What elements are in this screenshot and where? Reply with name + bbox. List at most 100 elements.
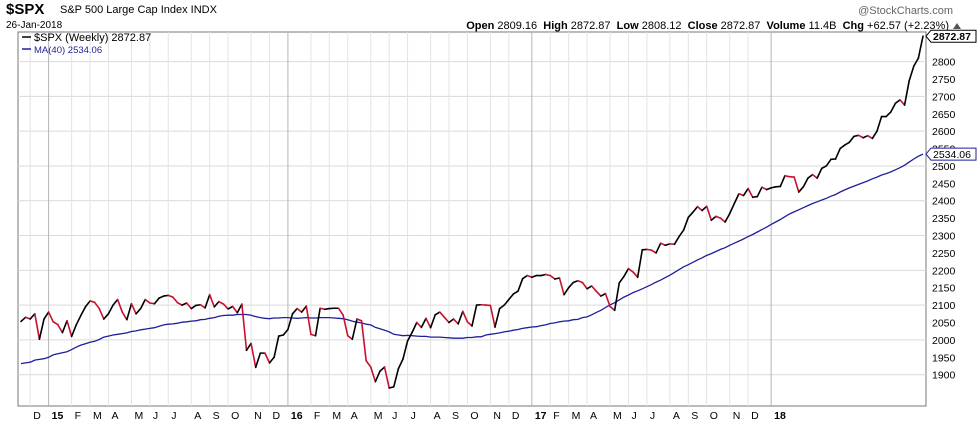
price-segment xyxy=(126,302,133,321)
x-tick-label: J xyxy=(631,410,636,422)
price-segment xyxy=(894,99,901,105)
price-segment xyxy=(420,317,427,329)
price-segment xyxy=(231,305,239,314)
x-tick-label: F xyxy=(314,410,320,422)
y-tick-label: 2200 xyxy=(932,265,956,277)
price-segment xyxy=(471,304,478,327)
price-segment xyxy=(834,147,841,160)
x-tick-label: M xyxy=(613,410,622,422)
close-value: 2872.87 xyxy=(720,20,761,32)
price-segment xyxy=(802,177,809,188)
price-segment xyxy=(75,314,82,326)
y-tick-label: 2250 xyxy=(932,248,956,260)
price-segment xyxy=(369,366,377,383)
up-arrow-icon xyxy=(953,23,961,29)
price-segment xyxy=(567,281,575,289)
plot-area xyxy=(17,31,927,407)
price-segment xyxy=(701,205,708,212)
x-tick-label: A xyxy=(673,410,680,422)
price-segment xyxy=(618,275,625,284)
y-tick-label: 2600 xyxy=(932,126,956,138)
price-segment xyxy=(526,274,533,279)
price-segment xyxy=(273,335,280,359)
price-segment xyxy=(167,294,174,298)
price-segment xyxy=(719,217,726,223)
price-segment xyxy=(558,277,565,296)
price-segment xyxy=(52,321,59,326)
price-segment xyxy=(425,317,432,329)
price-segment xyxy=(176,301,183,306)
x-tick-label: A xyxy=(434,410,441,422)
ma40-line xyxy=(20,153,924,365)
price-segment xyxy=(139,298,147,310)
price-segment xyxy=(756,186,763,198)
ma-price-tag-box xyxy=(925,147,977,161)
price-segment xyxy=(728,202,736,215)
price-segment xyxy=(356,318,363,322)
price-segment xyxy=(742,187,749,197)
price-segment xyxy=(600,292,607,297)
price-segment xyxy=(406,331,413,342)
price-segment xyxy=(61,319,68,334)
price-segment xyxy=(457,310,464,325)
y-tick-label: 1950 xyxy=(932,352,956,364)
open-label: Open xyxy=(466,20,495,32)
x-tick-label: 18 xyxy=(774,410,786,422)
y-tick-label: 2500 xyxy=(932,161,956,173)
price-segment xyxy=(300,305,308,313)
x-tick-label: S xyxy=(452,410,459,422)
price-segment xyxy=(365,359,372,368)
price-segment xyxy=(866,134,874,140)
price-segment xyxy=(632,271,639,279)
ticker-symbol: $SPX xyxy=(6,1,45,18)
x-tick-label: N xyxy=(254,410,262,422)
price-segment xyxy=(360,319,367,362)
close-label: Close xyxy=(687,20,718,32)
price-segment xyxy=(84,300,91,308)
price-segment xyxy=(664,243,671,247)
volume-label: Volume xyxy=(766,20,806,32)
price-segment xyxy=(130,302,137,315)
price-segment xyxy=(415,321,423,329)
price-segment xyxy=(908,65,915,82)
price-segment xyxy=(241,303,248,352)
price-segment xyxy=(204,293,211,309)
price-segment xyxy=(724,212,731,223)
price-segment xyxy=(153,297,160,305)
price-segment xyxy=(655,242,662,254)
price-segment xyxy=(586,285,593,290)
x-tick-label: O xyxy=(710,410,718,422)
price-segment xyxy=(903,79,910,106)
price-segment xyxy=(448,318,455,324)
price-segment xyxy=(89,300,96,304)
price-segment xyxy=(650,249,657,254)
low-label: Low xyxy=(616,20,639,32)
x-tick-label: N xyxy=(493,410,501,422)
price-segment xyxy=(305,305,312,336)
price-segment xyxy=(577,279,584,284)
price-segment xyxy=(494,307,501,328)
price-segment xyxy=(738,192,745,197)
x-tick-label: J xyxy=(392,410,397,422)
price-segment xyxy=(337,307,344,316)
y-tick-label: 2000 xyxy=(932,335,956,347)
price-segment xyxy=(917,35,924,59)
price-segment xyxy=(498,304,506,310)
price-segment xyxy=(705,205,713,222)
price-segment xyxy=(208,293,216,308)
x-tick-label: O xyxy=(470,410,478,422)
price-segment xyxy=(797,186,805,193)
price-segment xyxy=(374,370,381,383)
quote-summary: Open 2809.16 High 2872.87 Low 2808.12 Cl… xyxy=(466,20,949,32)
price-segment xyxy=(848,135,855,144)
y-tick-label: 2300 xyxy=(932,231,956,243)
x-tick-label: D xyxy=(751,410,759,422)
price-segment xyxy=(116,298,124,313)
price-segment xyxy=(443,316,450,324)
price-segment xyxy=(876,115,883,132)
high-label: High xyxy=(543,20,568,32)
ma-price-tag-text: 2534.06 xyxy=(933,149,971,161)
price-segment xyxy=(696,205,703,212)
price-segment xyxy=(765,187,772,191)
